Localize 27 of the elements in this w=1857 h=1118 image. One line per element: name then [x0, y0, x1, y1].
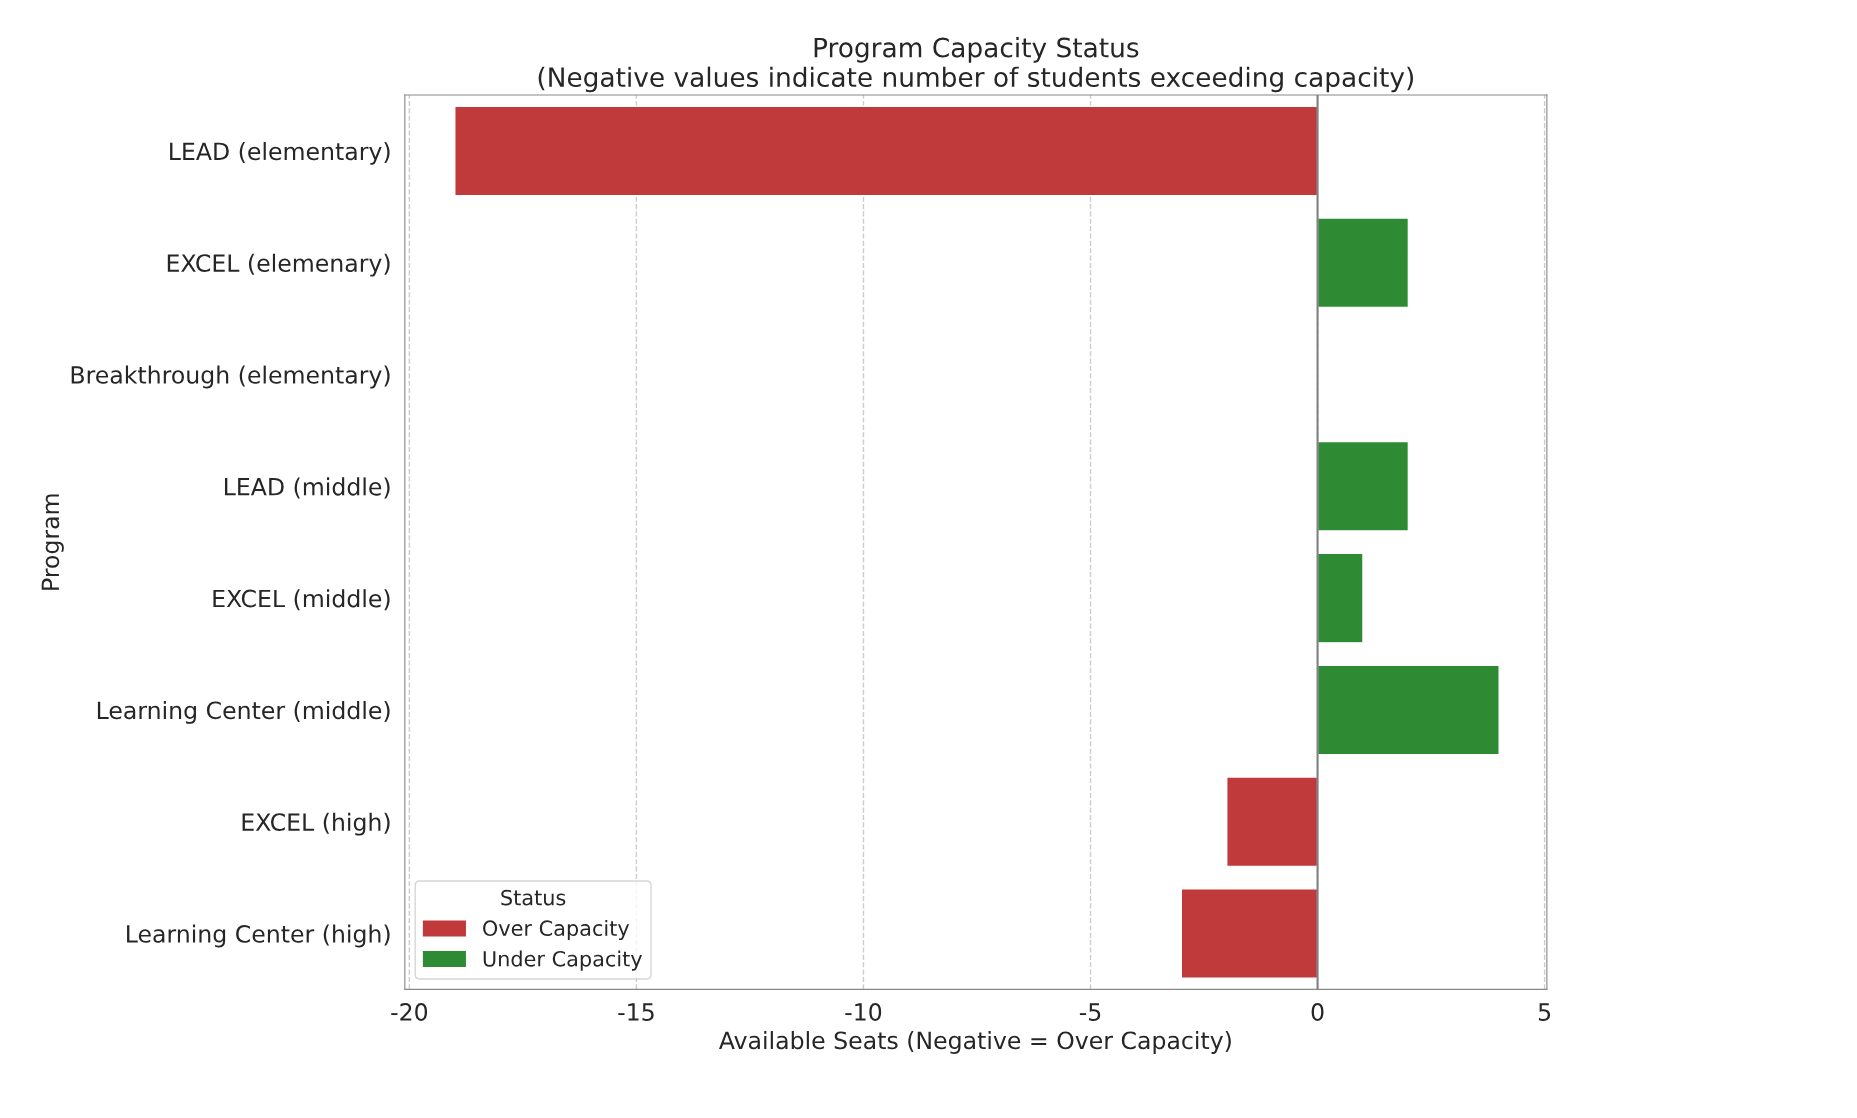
y-tick-label: LEAD (middle) — [224, 477, 390, 499]
legend-title: Status — [501, 889, 566, 906]
y-tick-label: EXCEL (elemenary) — [167, 253, 390, 277]
y-tick-label: LEAD (elementary) — [170, 141, 390, 165]
bar — [1316, 552, 1364, 644]
y-tick-label: EXCEL (middle) — [213, 589, 390, 611]
x-tick-label: -15 — [618, 1003, 654, 1021]
bar — [1316, 217, 1410, 309]
bar — [454, 105, 1319, 197]
bar — [1316, 664, 1500, 756]
legend-label: Over Capacity — [483, 919, 630, 941]
bar — [1180, 888, 1319, 979]
y-tick-label: EXCEL (high) — [242, 812, 390, 836]
chart-title: Program Capacity Status (Negative values indicate number of students exceeding capacity) — [538, 37, 1414, 93]
y-axis-title: Program — [41, 494, 64, 590]
y-tick-label: Breakthrough (elementary) — [71, 365, 390, 389]
x-tick-label: -10 — [845, 1003, 882, 1021]
legend-label: Under Capacity — [483, 950, 643, 971]
x-tick-label: 0 — [1311, 1003, 1324, 1021]
y-tick-label: Learning Center (middle) — [97, 700, 390, 724]
bar — [1226, 776, 1319, 868]
x-tick-label: -20 — [391, 1003, 428, 1021]
x-axis-title: Available Seats (Negative = Over Capacity) — [718, 1031, 1231, 1054]
x-tick-label: 5 — [1538, 1003, 1551, 1021]
y-tick-label: Learning Center (high) — [127, 924, 390, 948]
x-tick-label: -5 — [1079, 1003, 1101, 1021]
bar — [1316, 440, 1410, 532]
